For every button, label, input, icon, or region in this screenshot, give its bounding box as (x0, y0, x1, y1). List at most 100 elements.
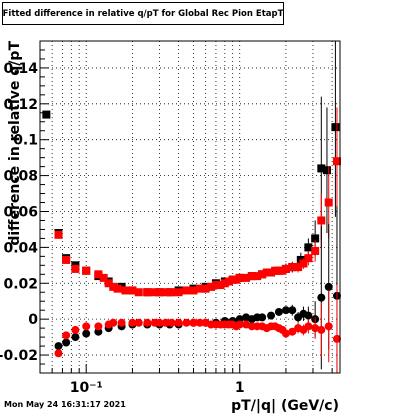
data-point (258, 313, 267, 322)
data-point (311, 324, 320, 333)
y-tick-label: 0.12 (3, 97, 38, 113)
data-point (281, 306, 290, 315)
data-point (332, 334, 341, 343)
data-point (317, 164, 326, 173)
data-point (182, 318, 191, 327)
y-tick-label: 0.1 (13, 133, 38, 149)
y-tick-label: 0.14 (3, 61, 38, 77)
data-point (281, 264, 290, 273)
data-point (94, 270, 103, 279)
data-point (82, 329, 91, 338)
plot-area (40, 41, 340, 373)
data-point (128, 318, 137, 327)
data-point (104, 279, 113, 288)
y-tick-label: 0.04 (3, 240, 38, 256)
data-point (324, 322, 333, 331)
data-point (134, 318, 143, 327)
data-point (258, 270, 267, 279)
data-point (94, 322, 103, 331)
data-point (304, 311, 313, 320)
y-tick-label: 0 (28, 312, 38, 328)
data-point (161, 288, 170, 297)
data-point (62, 255, 71, 264)
data-point (54, 342, 63, 351)
data-point (54, 230, 63, 239)
plot-frame (39, 40, 341, 374)
data-point (195, 318, 204, 327)
data-point (294, 263, 303, 272)
data-point (304, 243, 313, 252)
data-point (331, 123, 340, 132)
data-point (324, 198, 333, 207)
data-point (274, 307, 283, 316)
data-point (304, 322, 313, 331)
data-point (189, 286, 198, 295)
y-tick-label: -0.02 (0, 348, 38, 364)
data-point (82, 266, 91, 275)
data-point (288, 306, 297, 315)
y-tick-label: 0.02 (3, 276, 38, 292)
data-point (242, 273, 251, 282)
data-point (155, 318, 164, 327)
chart-title-box: Fitted difference in relative q/pT for G… (2, 2, 284, 25)
data-point (189, 318, 198, 327)
data-point (117, 318, 126, 327)
data-point (317, 293, 326, 302)
data-point (167, 288, 176, 297)
data-point (332, 157, 341, 166)
data-point (109, 282, 118, 291)
x-axis-label: pT/|q| (GeV/c) (231, 398, 339, 414)
data-point (150, 288, 159, 297)
y-tick-label: 0.06 (3, 204, 38, 220)
data-point (121, 286, 130, 295)
data-point (247, 272, 256, 281)
data-point (317, 216, 326, 225)
y-tick-label: 0.08 (3, 169, 38, 185)
data-point (317, 325, 326, 334)
data-point (182, 286, 191, 295)
y-axis-label: difference in relative q/pT (7, 41, 23, 246)
data-point (143, 288, 152, 297)
data-point (311, 246, 320, 255)
data-point (128, 286, 137, 295)
data-point (216, 281, 225, 290)
data-point (201, 284, 210, 293)
data-point (324, 282, 333, 291)
data-point (267, 311, 276, 320)
data-point (113, 284, 122, 293)
data-point (288, 263, 297, 272)
data-point (143, 318, 152, 327)
data-point (220, 279, 229, 288)
data-point (267, 268, 276, 277)
chart-title: Fitted difference in relative q/pT for G… (2, 8, 284, 19)
data-point (134, 288, 143, 297)
data-point (71, 264, 80, 273)
data-point (281, 329, 290, 338)
data-point (99, 273, 108, 282)
data-point (299, 259, 308, 268)
data-point (155, 288, 164, 297)
data-point (322, 166, 331, 175)
data-point (304, 254, 313, 263)
x-tick-label: 1 (235, 380, 245, 396)
data-point (211, 281, 220, 290)
data-point (82, 322, 91, 331)
data-point (311, 234, 320, 243)
data-point (253, 272, 262, 281)
data-point (288, 327, 297, 336)
data-point (235, 320, 244, 329)
data-point (207, 282, 216, 291)
data-point (62, 338, 71, 347)
data-point (109, 318, 118, 327)
x-tick-label: 10⁻¹ (70, 380, 103, 396)
data-point (167, 318, 176, 327)
data-point (71, 333, 80, 342)
data-point (235, 273, 244, 282)
data-point (62, 331, 71, 340)
data-point (54, 349, 63, 358)
data-point (262, 268, 271, 277)
data-point (71, 325, 80, 334)
data-point (195, 284, 204, 293)
data-point (161, 318, 170, 327)
